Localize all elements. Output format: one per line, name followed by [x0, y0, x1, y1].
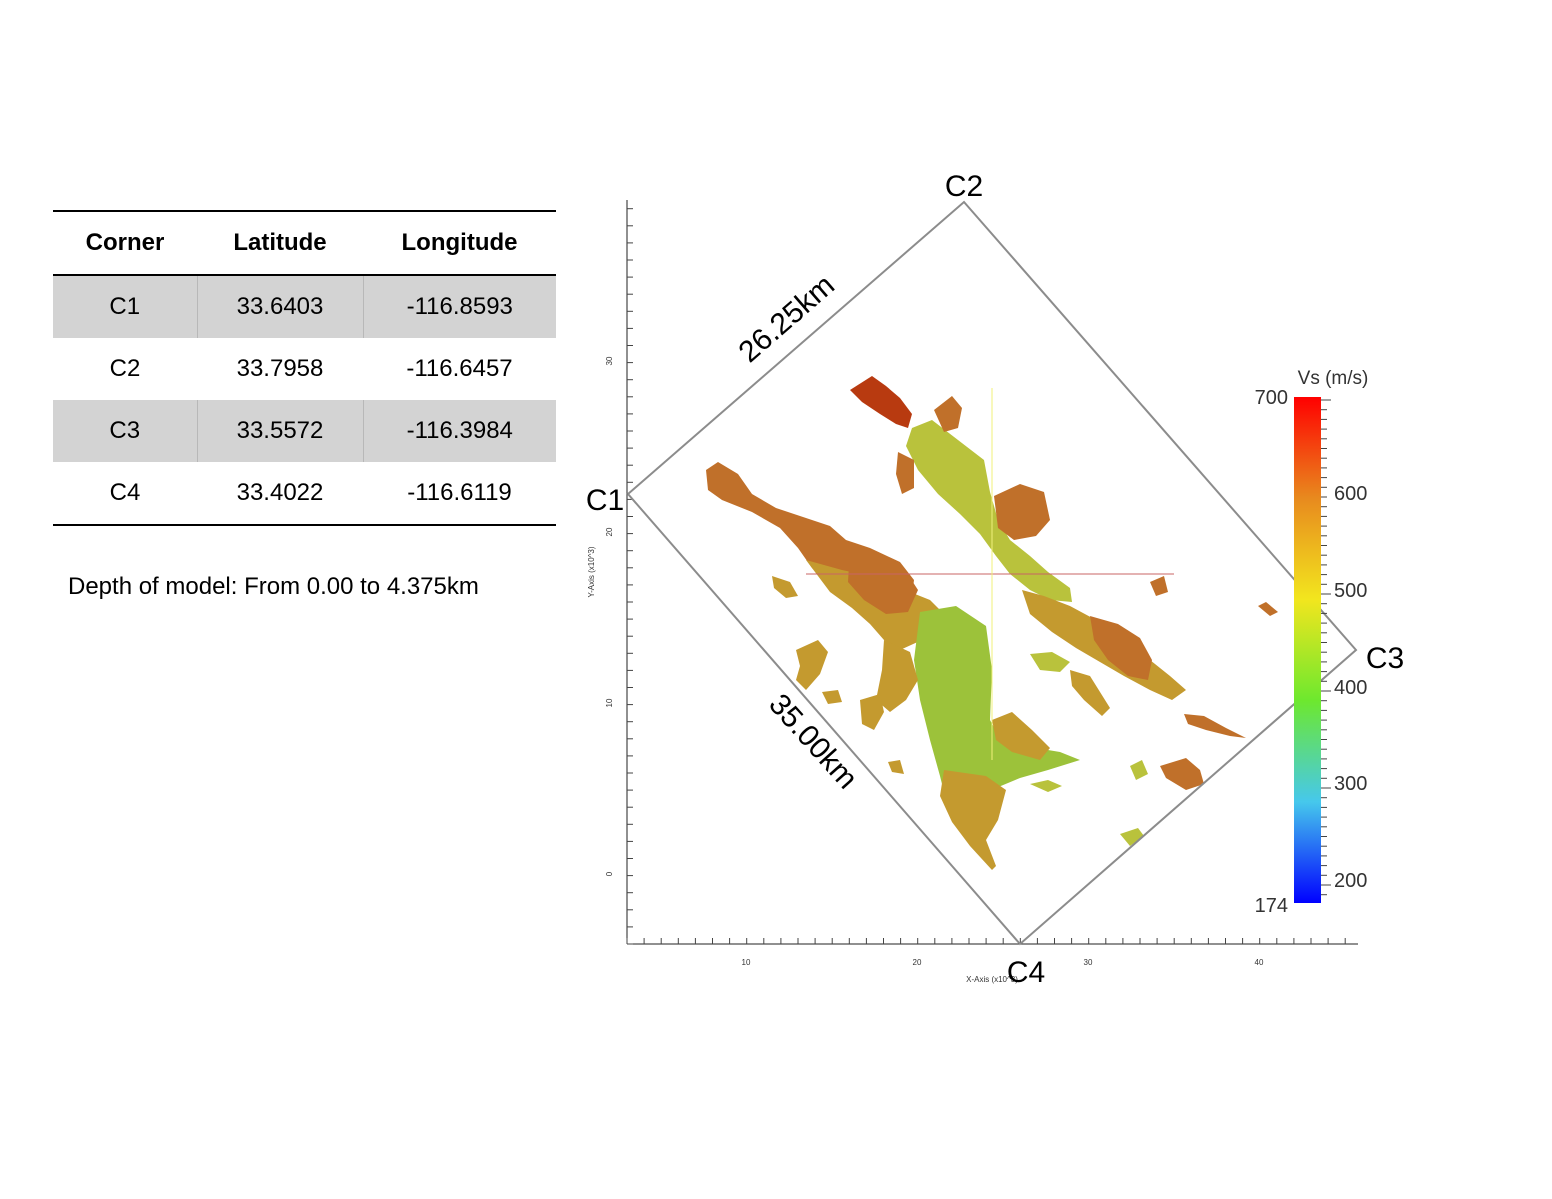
x-tick-label: 40 — [1255, 958, 1264, 967]
table-row: C2 33.7958 -116.6457 — [53, 338, 556, 400]
cell-longitude: -116.6457 — [406, 355, 513, 382]
velocity-patch-west-lower — [876, 640, 918, 712]
colorbar-tick-label: 200 — [1334, 870, 1367, 892]
velocity-patch-small — [860, 694, 884, 730]
velocity-patch-north-dark — [850, 376, 912, 428]
y-axis-ticks — [627, 208, 633, 945]
x-axis-ticks — [626, 938, 1346, 944]
header-latitude: Latitude — [197, 210, 363, 276]
cell-latitude: 33.4022 — [197, 462, 363, 526]
y-axis-title: Y-Axis (x10^3) — [587, 546, 596, 597]
cell-corner: C1 — [53, 275, 197, 338]
velocity-patch-small — [1150, 576, 1168, 596]
velocity-patch-northeast-orange — [994, 484, 1050, 540]
corner-label-c1: C1 — [586, 484, 624, 517]
table-row: C4 33.4022 -116.6119 — [53, 462, 556, 526]
velocity-patch-small — [1070, 670, 1110, 716]
cell-corner: C3 — [53, 400, 197, 462]
velocity-patch-small — [822, 690, 842, 704]
model-boundary-outline — [626, 200, 1358, 946]
cell-longitude: -116.6119 — [363, 462, 556, 526]
corner-label-c2: C2 — [945, 170, 983, 203]
x-axis-title: X-Axis (x10^3) — [966, 975, 1018, 984]
colorbar: Vs (m/s) 700 174 600 500 400 300 200 — [1255, 368, 1369, 917]
plot-axes: 0 10 20 30 10 20 30 40 Y-Axis (x10^3) X-… — [587, 200, 1358, 984]
velocity-patch-small — [1160, 758, 1204, 790]
velocity-patch-northeast-band — [906, 420, 1072, 602]
corner-label-c3: C3 — [1366, 642, 1404, 675]
cell-longitude: -116.3984 — [362, 400, 556, 462]
corner-label-c4: C4 — [1007, 956, 1045, 989]
cell-latitude: 33.7958 — [236, 355, 324, 382]
velocity-patches — [706, 376, 1278, 870]
table-row: C1 33.6403 -116.8593 — [53, 275, 556, 338]
velocity-patch-northeast-orange — [896, 452, 914, 494]
colorbar-title: Vs (m/s) — [1298, 368, 1369, 389]
velocity-patch-south-lobe — [940, 770, 1006, 870]
colorbar-min-label: 174 — [1255, 895, 1288, 917]
edge-length-label-c1-c2: 26.25km — [733, 269, 842, 369]
velocity-patch-small — [888, 760, 904, 774]
velocity-patch-east-orange — [1090, 616, 1152, 680]
y-tick-label: 0 — [605, 871, 614, 876]
velocity-patch-small — [1258, 602, 1278, 616]
colorbar-ticks — [1321, 399, 1331, 896]
cell-corner: C4 — [53, 462, 197, 526]
table-row: C3 33.5572 -116.3984 — [53, 400, 556, 462]
colorbar-tick-label: 300 — [1334, 773, 1367, 795]
cell-corner: C2 — [109, 355, 141, 382]
depth-note: Depth of model: From 0.00 to 4.375km — [68, 573, 479, 600]
velocity-patch-small — [772, 576, 798, 598]
velocity-patch-small — [796, 640, 828, 690]
velocity-patch-small — [1130, 760, 1148, 780]
velocity-patch-small — [1120, 828, 1144, 846]
header-longitude: Longitude — [363, 210, 556, 276]
colorbar-gradient — [1294, 397, 1321, 903]
table-header-row: Corner Latitude Longitude — [53, 210, 556, 276]
velocity-patch-west-orange — [848, 550, 918, 614]
cell-latitude: 33.6403 — [196, 275, 363, 338]
y-tick-label: 20 — [605, 527, 614, 536]
velocity-patch-northeast-orange — [934, 396, 962, 432]
header-corner: Corner — [53, 210, 197, 276]
y-tick-label: 30 — [605, 356, 614, 365]
edge-length-label-c1-c4: 35.00km — [762, 688, 864, 796]
colorbar-tick-label: 600 — [1334, 483, 1367, 505]
x-tick-label: 10 — [742, 958, 751, 967]
colorbar-max-label: 700 — [1255, 387, 1288, 409]
cell-longitude: -116.8593 — [362, 275, 556, 338]
y-tick-label: 10 — [605, 698, 614, 707]
velocity-patch-small — [1184, 714, 1246, 738]
velocity-patch-small — [1030, 780, 1062, 792]
velocity-patch-small — [1030, 652, 1070, 672]
colorbar-tick-label: 400 — [1334, 677, 1367, 699]
cell-latitude: 33.5572 — [196, 400, 363, 462]
velocity-patch-east-of-green — [992, 712, 1050, 760]
x-tick-label: 30 — [1084, 958, 1093, 967]
colorbar-tick-label: 500 — [1334, 580, 1367, 602]
corner-coordinates-table: Corner Latitude Longitude C1 33.6403 -11… — [53, 210, 556, 526]
x-tick-label: 20 — [913, 958, 922, 967]
